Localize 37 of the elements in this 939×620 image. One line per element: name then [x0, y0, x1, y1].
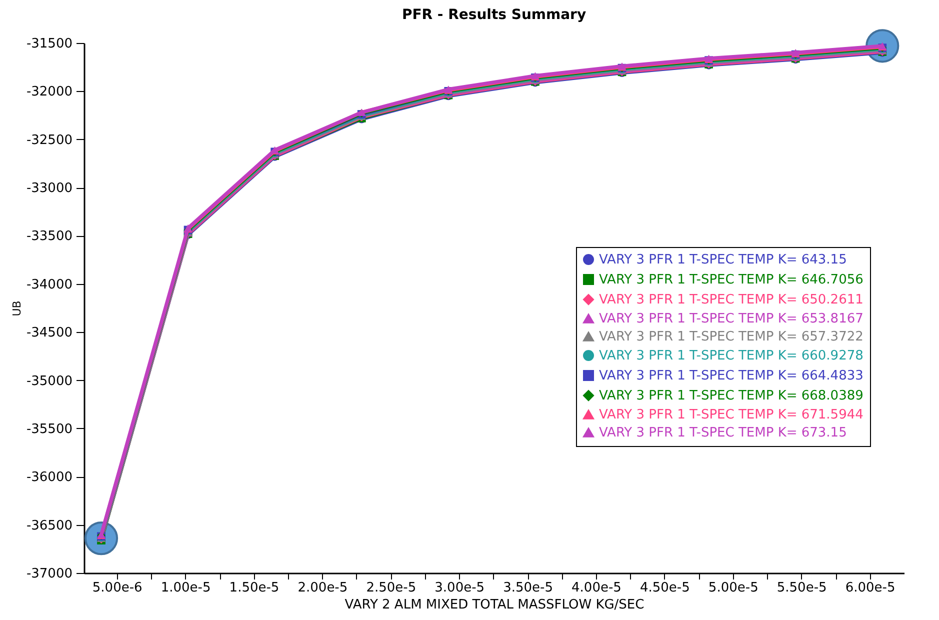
- x-tick-label: 1.50e-5: [229, 580, 280, 596]
- x-tick-label: 3.00e-5: [434, 580, 485, 596]
- legend-label: VARY 3 PFR 1 T-SPEC TEMP K= 643.15: [599, 252, 847, 268]
- legend-label: VARY 3 PFR 1 T-SPEC TEMP K= 673.15: [599, 426, 847, 441]
- legend-label: VARY 3 PFR 1 T-SPEC TEMP K= 657.3722: [599, 330, 864, 345]
- legend-label: VARY 3 PFR 1 T-SPEC TEMP K= 671.5944: [599, 408, 864, 423]
- y-tick-label: -35500: [26, 422, 72, 437]
- legend-label: VARY 3 PFR 1 T-SPEC TEMP K= 660.9278: [599, 348, 864, 364]
- y-tick-label: -32500: [26, 132, 72, 148]
- y-tick-label: -34000: [26, 277, 72, 292]
- x-tick-label: 6.00e-5: [845, 580, 896, 596]
- legend-label: VARY 3 PFR 1 T-SPEC TEMP K= 646.7056: [599, 272, 864, 288]
- y-axis-title: UB: [10, 300, 24, 316]
- x-axis-title: VARY 2 ALM MIXED TOTAL MASSFLOW KG/SEC: [344, 598, 644, 612]
- x-tick-label: 5.50e-5: [776, 580, 827, 596]
- y-tick-label: -36500: [26, 518, 72, 534]
- legend-label: VARY 3 PFR 1 T-SPEC TEMP K= 650.2611: [599, 292, 864, 308]
- y-tick-label: -31500: [26, 36, 72, 52]
- y-tick-label: -34500: [26, 326, 72, 341]
- y-tick-label: -35000: [26, 374, 72, 389]
- x-tick-label: 1.00e-5: [160, 580, 211, 596]
- y-tick-label: -36000: [26, 470, 72, 486]
- x-tick-label: 2.50e-5: [366, 580, 416, 596]
- x-tick-label: 2.00e-5: [298, 580, 348, 596]
- y-tick-label: -33000: [26, 181, 72, 196]
- legend-label: VARY 3 PFR 1 T-SPEC TEMP K= 668.0389: [599, 388, 864, 404]
- y-tick-label: -32000: [26, 84, 72, 100]
- chart-title: PFR - Results Summary: [402, 7, 586, 24]
- legend-label: VARY 3 PFR 1 T-SPEC TEMP K= 664.4833: [599, 368, 864, 384]
- legend-label: VARY 3 PFR 1 T-SPEC TEMP K= 653.8167: [599, 312, 864, 327]
- x-tick-label: 5.00e-6: [92, 580, 142, 596]
- y-tick-label: -33500: [26, 229, 72, 244]
- x-tick-label: 4.00e-5: [572, 580, 622, 596]
- x-tick-label: 4.50e-5: [640, 580, 690, 596]
- y-tick-label: -37000: [26, 566, 72, 582]
- x-tick-label: 3.50e-5: [503, 580, 553, 596]
- x-tick-label: 5.00e-5: [708, 580, 758, 596]
